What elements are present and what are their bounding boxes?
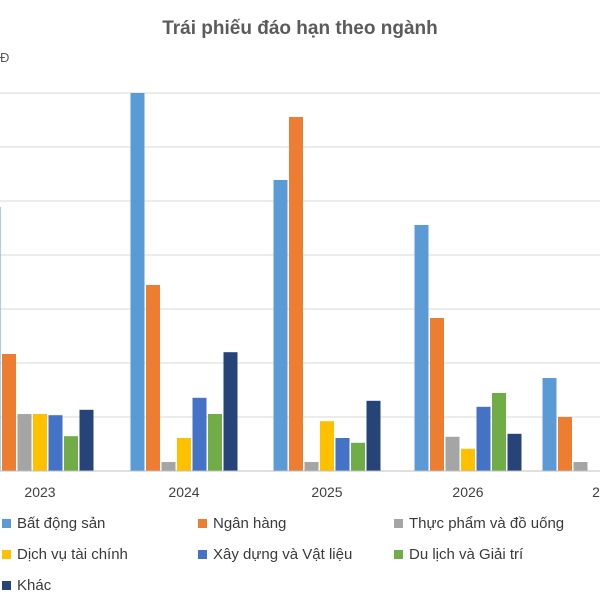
x-tick-label: 2024 bbox=[168, 484, 199, 500]
bar-du-lịch-và-giải-trí-2023 bbox=[64, 436, 78, 471]
legend-item: Ngân hàng bbox=[198, 515, 286, 532]
bar-dịch-vụ-tài-chính-2025 bbox=[320, 421, 334, 471]
bar-bất-động-sản-2025 bbox=[273, 180, 288, 471]
legend-swatch bbox=[2, 519, 11, 528]
x-tick-label: 2025 bbox=[311, 484, 342, 500]
bar-ngân-hàng-2025 bbox=[289, 117, 303, 471]
bar-du-lịch-và-giải-trí-2024 bbox=[208, 414, 222, 471]
bar-thực-phẩm-và-đồ-uống-2026 bbox=[445, 436, 460, 471]
legend-swatch bbox=[2, 581, 11, 590]
bar-khác-2023 bbox=[79, 409, 94, 471]
legend-swatch bbox=[394, 519, 403, 528]
legend-label: Khác bbox=[17, 577, 52, 594]
legend-item: Bất động sản bbox=[2, 515, 105, 532]
bar-bất-động-sản-2023 bbox=[0, 207, 1, 471]
legend-label: Xây dựng và Vật liệu bbox=[213, 546, 353, 563]
bar-thực-phẩm-và-đồ-uống-2025 bbox=[304, 462, 319, 471]
bar-ngân-hàng-2 bbox=[558, 417, 572, 471]
bar-ngân-hàng-2023 bbox=[2, 354, 16, 471]
legend-item: Thực phẩm và đồ uống bbox=[394, 515, 564, 532]
bar-ngân-hàng-2026 bbox=[430, 318, 444, 471]
legend-item: Xây dựng và Vật liệu bbox=[198, 546, 352, 563]
legend-swatch bbox=[2, 550, 11, 559]
x-tick-label: 2023 bbox=[24, 484, 55, 500]
legend-label: Ngân hàng bbox=[213, 515, 287, 532]
legend-swatch bbox=[394, 550, 403, 559]
legend-label: Du lịch và Giải trí bbox=[409, 546, 524, 563]
bar-thực-phẩm-và-đồ-uống-2023 bbox=[17, 414, 32, 471]
y-axis-unit-label: Đ bbox=[0, 50, 10, 65]
bar-dịch-vụ-tài-chính-2024 bbox=[177, 438, 191, 471]
chart-legend: Bất động sản Ngân hàng Thực phẩm và đồ uốn… bbox=[0, 511, 600, 600]
bar-thực-phẩm-và-đồ-uống-2024 bbox=[161, 462, 176, 471]
bar-xây-dựng-và-vật-liệu-2026 bbox=[476, 406, 491, 471]
bar-khác-2025 bbox=[366, 400, 381, 471]
bar-xây-dựng-và-vật-liệu-2023 bbox=[48, 415, 63, 471]
legend-swatch bbox=[198, 550, 207, 559]
bar-bất-động-sản-2026 bbox=[414, 225, 429, 471]
legend-item: Du lịch và Giải trí bbox=[394, 546, 523, 563]
bar-bất-động-sản-2024 bbox=[130, 93, 145, 471]
bar-xây-dựng-và-vật-liệu-2024 bbox=[192, 397, 207, 471]
bar-dịch-vụ-tài-chính-2023 bbox=[33, 414, 47, 471]
bar-ngân-hàng-2024 bbox=[146, 285, 160, 471]
chart-title: Trái phiếu đáo hạn theo ngành bbox=[162, 18, 438, 39]
legend-label: Dịch vụ tài chính bbox=[17, 546, 128, 563]
bar-du-lịch-và-giải-trí-2026 bbox=[492, 393, 506, 471]
bar-xây-dựng-và-vật-liệu-2025 bbox=[335, 438, 350, 471]
x-tick-label: 2026 bbox=[452, 484, 483, 500]
bar-bất-động-sản-2 bbox=[542, 378, 557, 471]
legend-label: Bất động sản bbox=[17, 515, 106, 532]
legend-item: Khác bbox=[2, 577, 51, 594]
legend-label: Thực phẩm và đồ uống bbox=[409, 515, 565, 532]
legend-swatch bbox=[198, 519, 207, 528]
bar-dịch-vụ-tài-chính-2026 bbox=[461, 448, 475, 471]
legend-item: Dịch vụ tài chính bbox=[2, 546, 128, 563]
bar-du-lịch-và-giải-trí-2025 bbox=[351, 442, 365, 471]
bar-khác-2024 bbox=[223, 352, 238, 471]
bar-thực-phẩm-và-đồ-uống-2 bbox=[573, 462, 588, 471]
bars bbox=[0, 93, 588, 471]
x-tick-label: 2 bbox=[592, 484, 600, 500]
bar-khác-2026 bbox=[507, 433, 522, 471]
